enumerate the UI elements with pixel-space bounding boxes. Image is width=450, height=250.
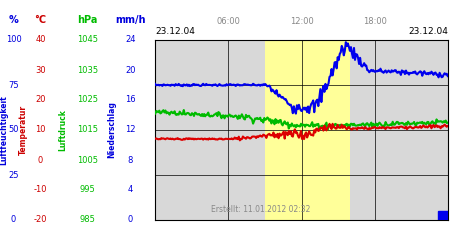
Text: %: % [9, 15, 18, 25]
Text: 06:00: 06:00 [216, 17, 240, 26]
Text: mm/h: mm/h [115, 15, 146, 25]
Text: 24: 24 [125, 36, 136, 44]
Text: 1005: 1005 [77, 156, 98, 164]
Text: 20: 20 [35, 96, 46, 104]
Text: Luftdruck: Luftdruck [58, 109, 68, 151]
Text: Temperatur: Temperatur [19, 105, 28, 155]
Text: 100: 100 [5, 36, 22, 44]
Text: Luftfeuchtigkeit: Luftfeuchtigkeit [0, 95, 8, 165]
Text: Erstellt: 11.01.2012 02:32: Erstellt: 11.01.2012 02:32 [211, 205, 310, 214]
Text: 1045: 1045 [77, 36, 98, 44]
Text: 1035: 1035 [77, 66, 98, 74]
Bar [265, 40, 351, 220]
Text: 12: 12 [125, 126, 136, 134]
Text: -10: -10 [34, 186, 47, 194]
Text: 0: 0 [38, 156, 43, 164]
Text: 18:00: 18:00 [363, 17, 387, 26]
Text: 16: 16 [125, 96, 136, 104]
Text: 1015: 1015 [77, 126, 98, 134]
Text: 23.12.04: 23.12.04 [155, 27, 195, 36]
Text: 1025: 1025 [77, 96, 98, 104]
Text: 995: 995 [80, 186, 95, 194]
Text: 12:00: 12:00 [290, 17, 313, 26]
Text: 985: 985 [80, 216, 96, 224]
Text: 40: 40 [35, 36, 46, 44]
Text: 0: 0 [11, 216, 16, 224]
Text: 30: 30 [35, 66, 46, 74]
Text: 20: 20 [125, 66, 136, 74]
Text: 0: 0 [128, 216, 133, 224]
Text: °C: °C [35, 15, 46, 25]
Text: 4: 4 [128, 186, 133, 194]
Text: 25: 25 [8, 170, 19, 179]
Text: 50: 50 [8, 126, 19, 134]
Text: 8: 8 [128, 156, 133, 164]
Text: 75: 75 [8, 80, 19, 90]
Bar [437, 211, 448, 220]
Text: hPa: hPa [77, 15, 98, 25]
Text: Niederschlag: Niederschlag [107, 102, 116, 158]
Text: -20: -20 [34, 216, 47, 224]
Text: 23.12.04: 23.12.04 [408, 27, 448, 36]
Text: 10: 10 [35, 126, 46, 134]
